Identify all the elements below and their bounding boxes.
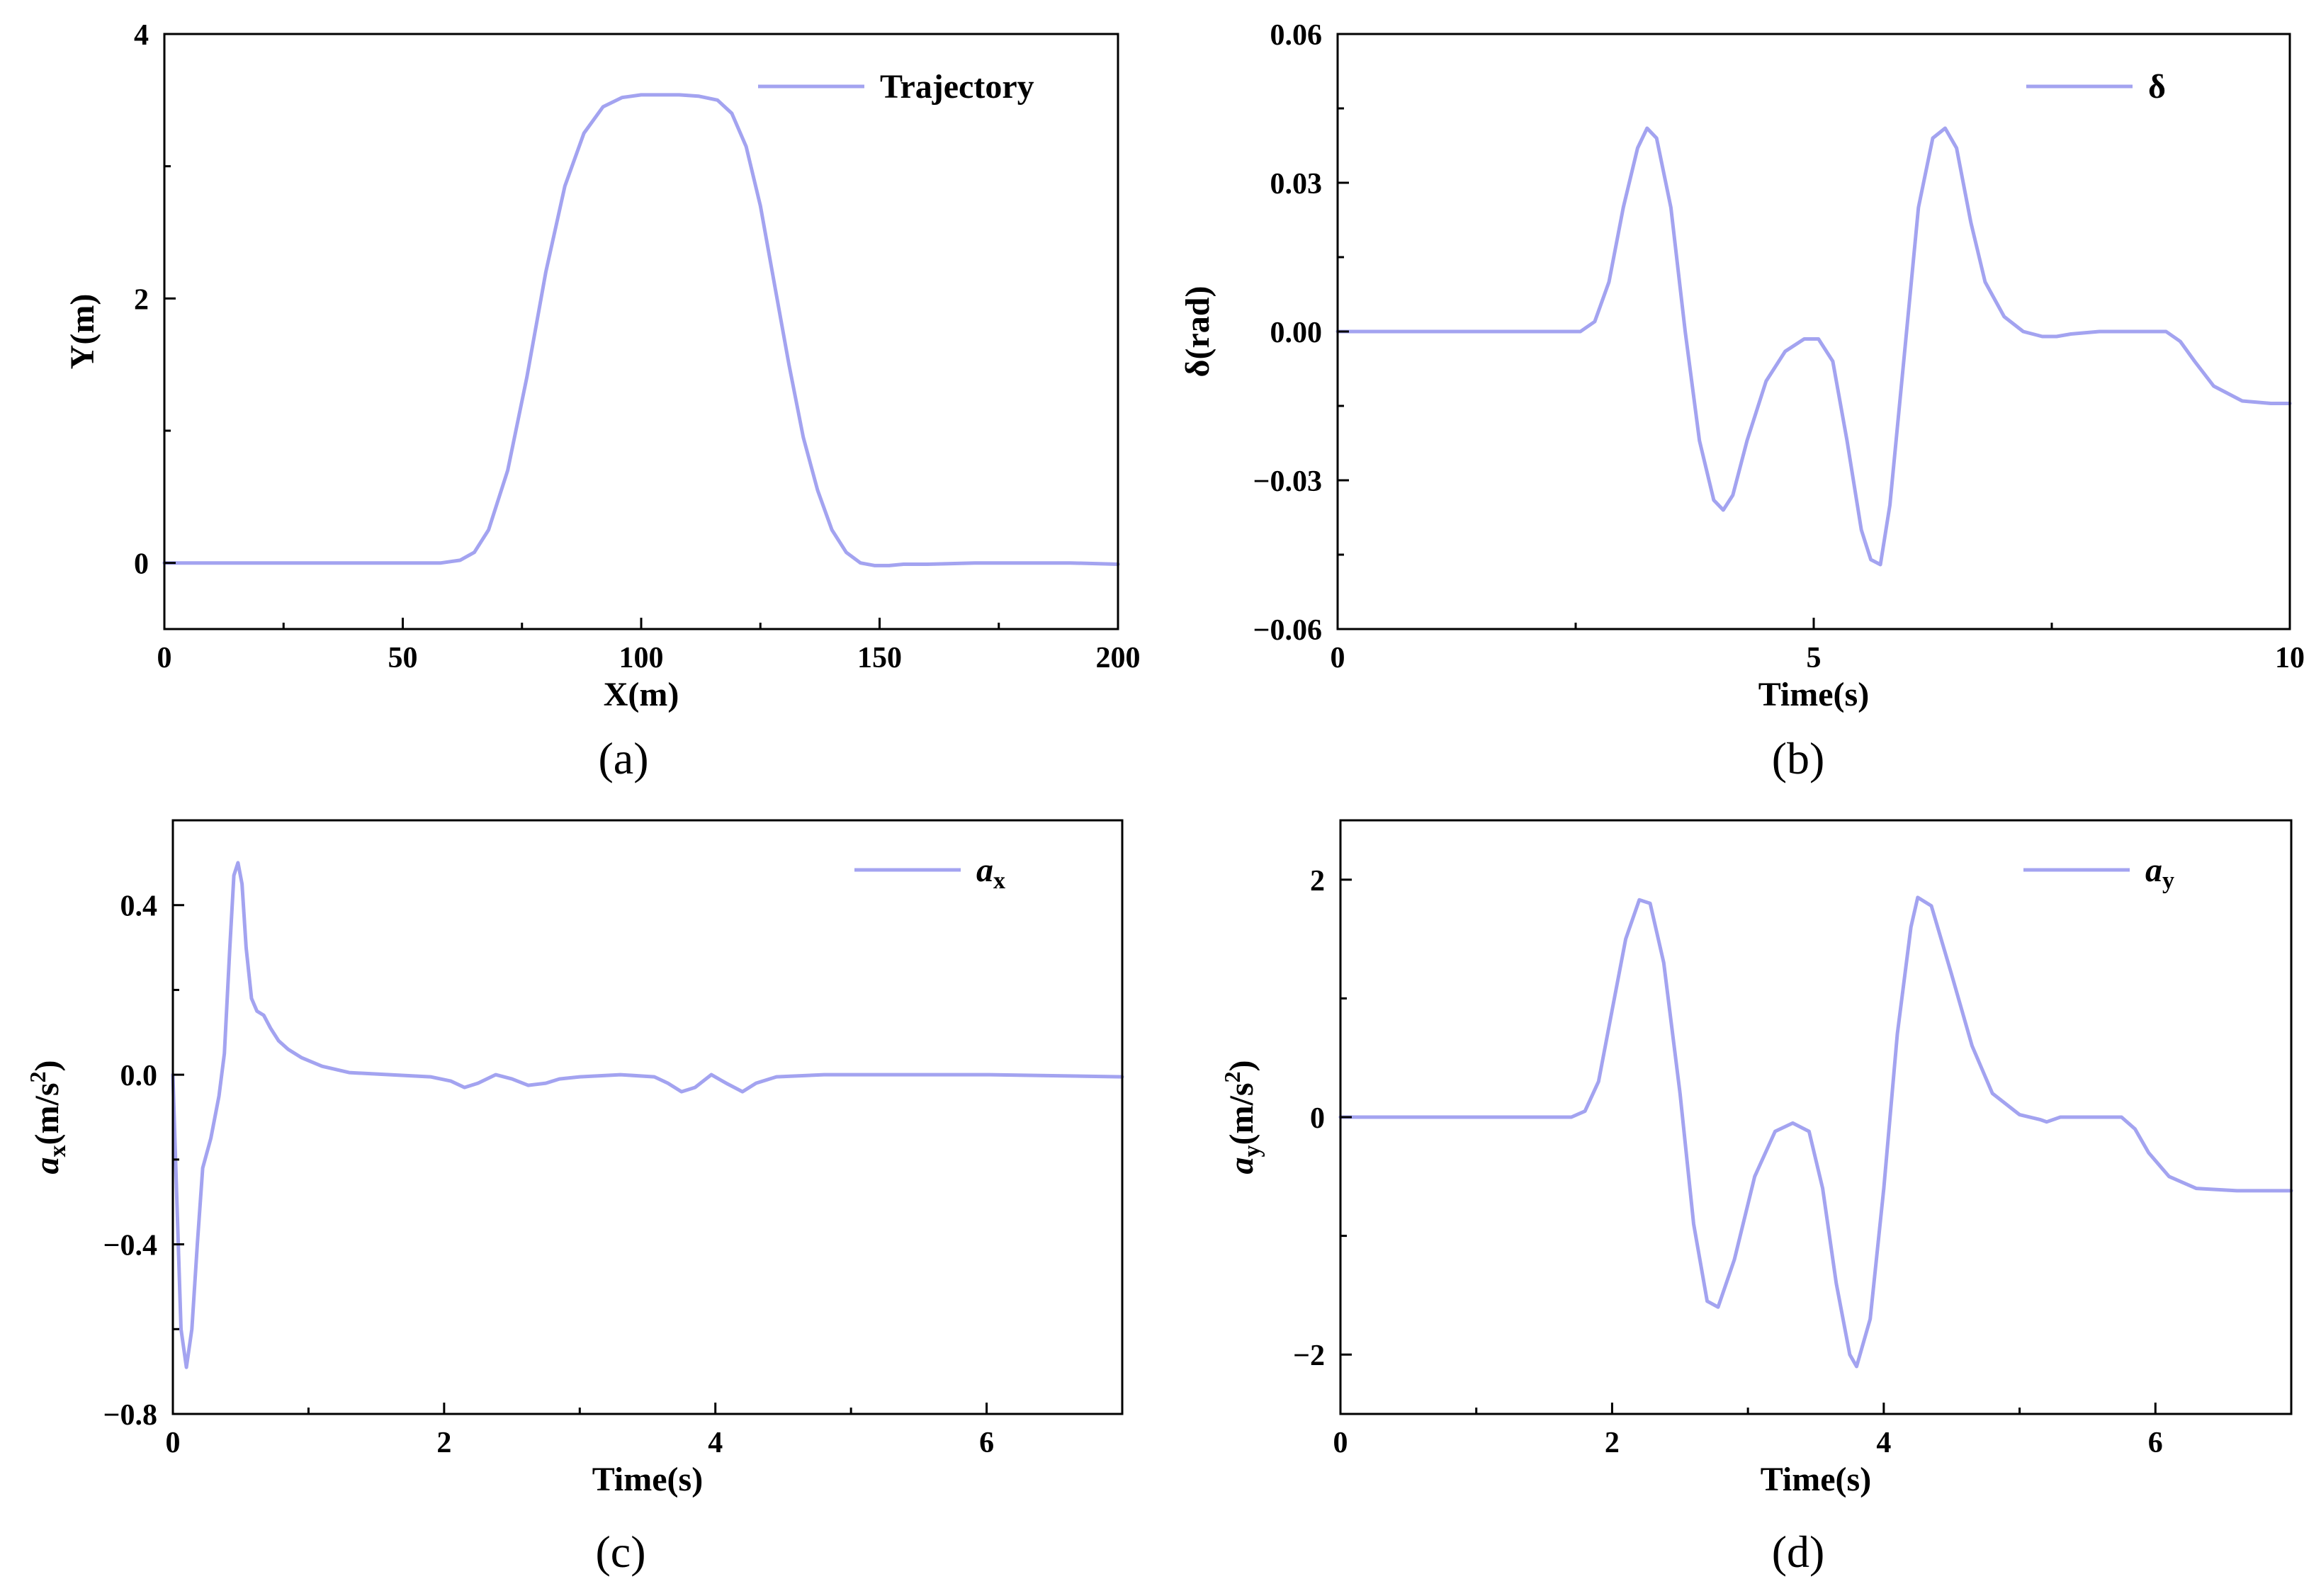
y-axis-title-a: Y(m) (64, 294, 101, 370)
legend-label-c: ax (976, 851, 1005, 894)
x-tick-label-c-3: 6 (979, 1427, 994, 1459)
y-axis-title-d: ay(m/s2) (1219, 1060, 1265, 1175)
x-axis-title-a: X(m) (604, 676, 679, 713)
y-tick-label-c-1: −0.4 (103, 1230, 157, 1262)
y-tick-label-c-0: −0.8 (103, 1399, 157, 1432)
x-tick-label-c-2: 4 (708, 1427, 723, 1459)
y-tick-label-c-3: 0.4 (120, 890, 158, 923)
y-tick-label-d-2: 2 (1310, 865, 1325, 898)
x-axis-title-c: Time(s) (592, 1461, 703, 1498)
x-tick-label-a-4: 200 (1096, 642, 1141, 674)
plot-frame-c (171, 819, 1124, 1415)
x-axis-title-b: Time(s) (1758, 676, 1869, 713)
chart-panel-b: 0 5 10 −0.06 −0.03 0.00 0.03 0.06 Time(s) δ(rad) δ… (1179, 19, 2305, 783)
x-axis-title-d: Time(s) (1761, 1461, 1871, 1498)
y-tick-label-b-1: −0.03 (1253, 465, 1322, 498)
x-tick-label-d-3: 6 (2148, 1427, 2163, 1459)
series-line-c-0 (171, 861, 1124, 1369)
y-tick-label-c-2: 0.0 (120, 1060, 158, 1092)
series-line-a-0 (162, 93, 1120, 567)
chart-panel-c: 0 2 4 6 −0.8 −0.4 0.0 0.4 Time(s) ax(m/s2) ax (c) (25, 819, 1124, 1577)
panel-label-b: (b) (1772, 733, 1825, 783)
legend-label-b: δ (2148, 68, 2166, 106)
legend-label-a: Trajectory (880, 68, 1034, 106)
panel-label-a: (a) (598, 733, 648, 783)
y-tick-label-a-1: 2 (134, 283, 149, 316)
y-tick-label-a-2: 4 (134, 19, 149, 52)
panel-label-d: (d) (1772, 1527, 1825, 1577)
x-tick-label-a-1: 50 (388, 642, 418, 674)
series-line-d-0 (1338, 895, 2293, 1369)
x-tick-label-c-0: 0 (166, 1427, 181, 1459)
x-tick-label-a-3: 150 (857, 642, 902, 674)
chart-panel-a: 0 50 100 150 200 0 2 4 X(m) Y(m) Trajectory (a) (64, 19, 1141, 783)
series-line-b-0 (1335, 126, 2292, 567)
y-axis-title-c: ax(m/s2) (25, 1060, 71, 1175)
x-tick-label-d-1: 2 (1605, 1427, 1620, 1459)
x-tick-label-a-2: 100 (619, 642, 664, 674)
x-tick-label-d-0: 0 (1333, 1427, 1348, 1459)
y-tick-label-d-1: 0 (1310, 1102, 1325, 1135)
legend-label-d: ay (2145, 851, 2174, 894)
y-tick-label-b-3: 0.03 (1270, 168, 1323, 200)
y-tick-label-b-4: 0.06 (1270, 19, 1323, 52)
chart-panel-d: 0 2 4 6 −2 0 2 Time(s) ay(m/s2) ay (d) (1219, 819, 2293, 1577)
x-tick-label-b-1: 5 (1807, 642, 1822, 674)
x-tick-label-b-0: 0 (1331, 642, 1345, 674)
plot-frame-a (163, 33, 1119, 630)
y-tick-label-d-0: −2 (1293, 1340, 1325, 1372)
panel-label-c: (c) (595, 1527, 645, 1577)
y-tick-label-b-2: 0.00 (1270, 317, 1323, 349)
x-tick-label-c-1: 2 (436, 1427, 451, 1459)
y-tick-label-b-0: −0.06 (1253, 614, 1322, 647)
x-tick-label-d-2: 4 (1876, 1427, 1891, 1459)
x-tick-label-a-0: 0 (157, 642, 172, 674)
y-axis-title-b: δ(rad) (1179, 286, 1216, 378)
y-tick-label-a-0: 0 (134, 548, 149, 581)
x-tick-label-b-2: 10 (2275, 642, 2305, 674)
